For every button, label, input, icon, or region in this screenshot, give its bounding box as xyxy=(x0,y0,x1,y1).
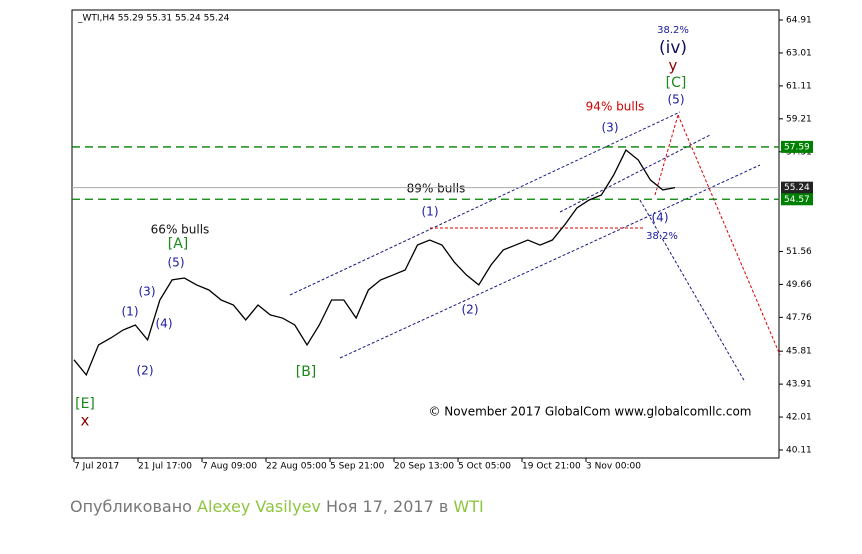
annotation: (3) xyxy=(139,285,156,299)
x-tick-label: 20 Sep 13:00 xyxy=(394,462,454,472)
channels xyxy=(289,111,761,383)
x-tick-label: 22 Aug 05:00 xyxy=(266,462,327,472)
author-link[interactable]: Alexey Vasilyev xyxy=(197,497,321,516)
projections xyxy=(430,114,781,356)
price-line xyxy=(73,149,676,377)
annotations: 38.2% (iv) y [C] 94% bulls (5) (3) 89% b… xyxy=(75,25,689,430)
y-tick-label: 51.56 xyxy=(786,247,812,257)
y-tick-label: 47.76 xyxy=(786,313,812,323)
annotation: (2) xyxy=(137,364,154,378)
level-label: 54.57 xyxy=(784,195,810,205)
x-tick-label: 7 Aug 09:00 xyxy=(202,462,257,472)
annotation: 66% bulls xyxy=(151,223,210,237)
chart: _WTI,H4 55.29 55.31 55.24 55.24 38.2% (i… xyxy=(71,9,813,472)
x-tick-label: 19 Oct 21:00 xyxy=(522,462,581,472)
annotation: (4) xyxy=(156,317,173,331)
x-tick-label: 5 Sep 21:00 xyxy=(330,462,385,472)
x-tick-label: 5 Oct 05:00 xyxy=(458,462,511,472)
footer-date: Ноя 17, 2017 в xyxy=(325,497,449,516)
annotation: (5) xyxy=(668,93,685,107)
annotation: y xyxy=(669,57,678,75)
annotation: (5) xyxy=(168,256,185,270)
annotation: 89% bulls xyxy=(407,182,466,196)
annotation: [B] xyxy=(296,364,317,380)
annotation: (iv) xyxy=(659,38,687,58)
level-tag xyxy=(781,181,813,194)
level-tag xyxy=(781,140,813,153)
annotation: x xyxy=(81,412,90,430)
y-tick-label: 64.91 xyxy=(786,16,812,26)
annotation: 38.2% xyxy=(646,231,678,242)
level-tag xyxy=(781,193,813,206)
annotation: (2) xyxy=(462,303,479,317)
plot-frame xyxy=(71,9,780,459)
y-tick-label: 45.81 xyxy=(786,347,812,357)
y-tick-label: 49.66 xyxy=(786,280,812,290)
level-label: 57.59 xyxy=(784,142,810,152)
level-label: 55.24 xyxy=(784,183,810,193)
copyright: © November 2017 GlobalCom www.globalcoml… xyxy=(428,405,751,419)
footer-prefix: Опубликовано xyxy=(70,497,192,516)
y-tick-label: 59.21 xyxy=(786,114,812,124)
x-tick-label: 21 Jul 17:00 xyxy=(138,462,192,472)
symbol-link[interactable]: WTI xyxy=(453,497,484,516)
annotation: [E] xyxy=(75,396,95,412)
footer: Опубликовано Alexey Vasilyev Ноя 17, 201… xyxy=(70,497,484,516)
y-tick-label: 40.11 xyxy=(786,446,812,456)
annotation: (1) xyxy=(422,205,439,219)
x-tick-label: 3 Nov 00:00 xyxy=(586,462,641,472)
chart-title: _WTI,H4 55.29 55.31 55.24 55.24 xyxy=(77,14,230,24)
annotation: (4) xyxy=(652,211,669,225)
y-tick-label: 61.11 xyxy=(786,81,812,91)
x-tick-label: 7 Jul 2017 xyxy=(74,462,119,472)
annotation: [A] xyxy=(168,236,189,252)
annotation: [C] xyxy=(666,75,687,91)
y-tick-label: 42.01 xyxy=(786,413,812,423)
annotation: 94% bulls xyxy=(586,100,645,114)
annotation: (1) xyxy=(122,305,139,319)
y-tick-label: 43.91 xyxy=(786,380,812,390)
y-tick-label: 63.01 xyxy=(786,48,812,58)
annotation: (3) xyxy=(602,121,619,135)
annotation: 38.2% xyxy=(657,25,689,36)
